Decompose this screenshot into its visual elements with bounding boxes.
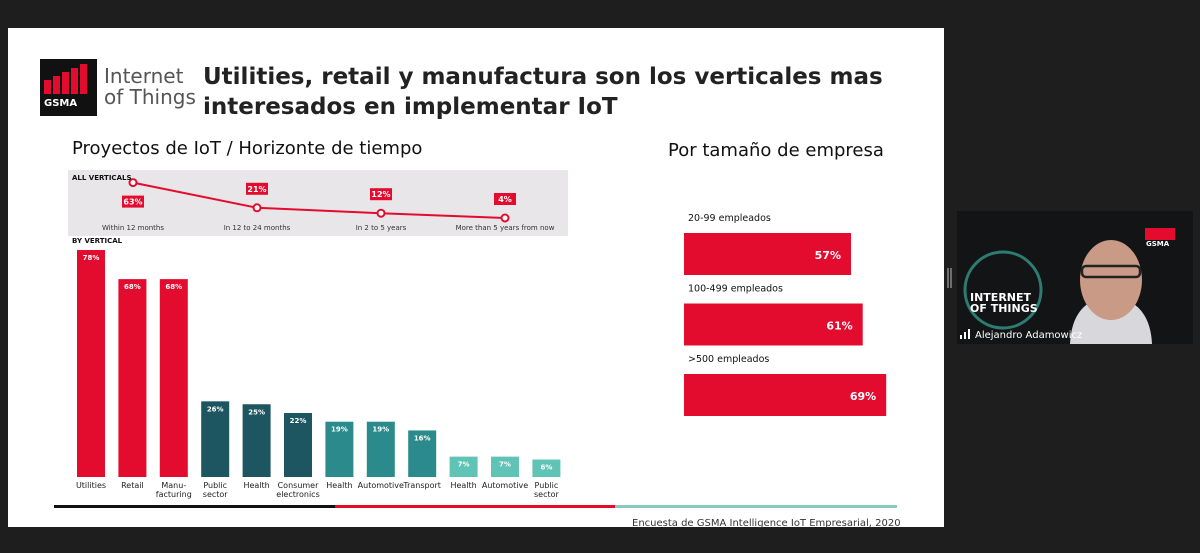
footer-rule (615, 505, 897, 508)
category-label: Manu- facturing (155, 481, 192, 499)
bar (242, 404, 271, 477)
chart-title: Por tamaño de empresa (668, 140, 884, 161)
bar (532, 459, 561, 477)
signal-icon (960, 329, 970, 339)
logo-text: Internet of Things (104, 64, 196, 109)
value-label-box (246, 182, 268, 195)
category-label: >500 empleados (688, 354, 769, 365)
source: Encuesta de GSMA Intelligence IoT Empres… (632, 518, 901, 529)
value-label: 22% (290, 417, 307, 425)
bar (77, 250, 105, 477)
bar (201, 401, 230, 477)
resize-handle (947, 268, 952, 288)
point (376, 208, 386, 218)
bar (684, 233, 852, 275)
bar (159, 279, 188, 477)
value-label: 4% (498, 195, 512, 204)
line-panel (68, 170, 568, 236)
category-label: Public sector (202, 481, 228, 499)
category-label: Utilities (75, 481, 107, 490)
category-label: Transport (403, 481, 441, 490)
value-label: 68% (165, 283, 182, 291)
slide-title: Utilities, retail y manufactura son los … (203, 64, 883, 120)
participant-name: Alejandro Adamowicz (975, 330, 1083, 341)
webcam-backdrop (963, 250, 1043, 330)
webcam-backdrop-title: INTERNET OF THINGS (970, 291, 1038, 315)
point (252, 203, 262, 213)
bar (284, 412, 312, 477)
value-label: 6% (540, 464, 552, 472)
chart-title: Proyectos de IoT / Horizonte de tiempo (72, 138, 423, 159)
bar (366, 421, 395, 477)
value-label: 26% (207, 405, 224, 413)
person-head (1080, 240, 1142, 320)
value-label: 78% (83, 254, 100, 262)
panel-label: ALL VERTICALS (72, 174, 132, 182)
category-label: More than 5 years from now (456, 224, 555, 232)
webcam-brand: GSMA (1146, 240, 1170, 248)
point (128, 178, 138, 188)
footer-rule (335, 505, 615, 508)
category-label: Consumer electronics (276, 481, 320, 499)
category-label: Automotive (357, 481, 404, 490)
glasses (1080, 264, 1142, 279)
category-label: Health (243, 481, 270, 490)
value-label-box (370, 188, 392, 201)
category-label: In 2 to 5 years (356, 224, 407, 232)
category-label: Health (450, 481, 477, 490)
logo-brand: GSMA (44, 98, 78, 109)
value-label: 19% (331, 426, 348, 434)
value-label: 68% (124, 283, 141, 291)
webcam-logo (1145, 228, 1175, 240)
footer-rule (54, 505, 335, 508)
value-label-box (122, 195, 144, 208)
value-label: 69% (850, 390, 876, 403)
category-label: 20-99 empleados (688, 213, 771, 224)
bar (449, 456, 478, 477)
bar (118, 279, 147, 477)
category-label: Health (326, 481, 353, 490)
value-label: 19% (372, 426, 389, 434)
value-label: 61% (826, 320, 852, 333)
value-label: 63% (123, 198, 142, 207)
category-label: Automotive (481, 481, 529, 490)
value-label: 57% (815, 249, 841, 262)
line (132, 181, 506, 219)
category-label: Retail (121, 481, 144, 490)
category-label: In 12 to 24 months (224, 224, 291, 232)
point (500, 213, 510, 223)
category-label: Within 12 months (102, 224, 164, 232)
value-label-box (494, 193, 516, 205)
value-label: 12% (371, 190, 390, 199)
bar (408, 430, 437, 477)
bar (491, 456, 519, 477)
category-label: Public sector (533, 481, 559, 499)
bar (684, 303, 863, 346)
value-label: 25% (248, 408, 265, 416)
value-label: 7% (499, 461, 511, 469)
value-label: 21% (247, 185, 266, 194)
value-label: 16% (414, 434, 431, 442)
value-label: 7% (458, 461, 470, 469)
panel-label: BY VERTICAL (72, 237, 123, 245)
category-label: 100-499 empleados (688, 284, 783, 295)
bar (325, 421, 354, 477)
logo-bars (44, 64, 87, 94)
bar (684, 374, 887, 416)
